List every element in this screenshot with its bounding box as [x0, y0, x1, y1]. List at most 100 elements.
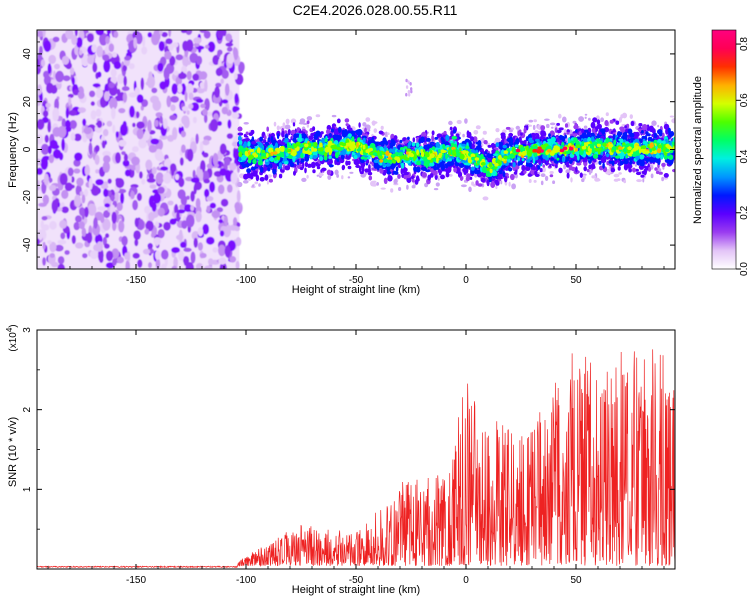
- ridge-cell: [508, 132, 514, 137]
- noise-blob: [203, 178, 211, 184]
- noise-blob: [202, 152, 209, 158]
- ridge-cell: [346, 150, 351, 154]
- ridge-cell: [385, 141, 389, 146]
- ridge-cell: [592, 117, 598, 123]
- noise-blob: [204, 265, 213, 269]
- ridge-cell: [296, 127, 300, 132]
- noise-blob: [78, 49, 83, 56]
- noise-blob: [155, 172, 164, 185]
- ridge-cell: [243, 138, 248, 143]
- noise-blob: [76, 177, 84, 187]
- noise-blob: [134, 217, 139, 228]
- noise-blob: [94, 154, 100, 165]
- ridge-cell: [305, 138, 308, 144]
- ridge-cell: [420, 136, 425, 143]
- noise-blob: [93, 217, 98, 229]
- ridge-cell: [306, 120, 310, 125]
- noise-blob: [103, 210, 111, 219]
- noise-blob: [120, 192, 125, 204]
- ridge-halo: [472, 183, 477, 187]
- ridge-cell: [373, 162, 379, 169]
- ridge-cell: [431, 134, 434, 142]
- noise-blob: [60, 232, 66, 240]
- ridge-cell: [600, 146, 604, 153]
- ridge-halo: [515, 125, 520, 130]
- ridge-halo: [456, 119, 462, 125]
- noise-blob: [212, 247, 218, 253]
- ridge-cell: [561, 156, 565, 163]
- ridge-cell: [367, 156, 371, 160]
- noise-blob: [132, 146, 139, 153]
- noise-blob: [130, 190, 135, 200]
- noise-blob: [143, 130, 150, 141]
- ridge-cell: [400, 162, 405, 169]
- ridge-cell: [644, 134, 648, 142]
- ridge-halo: [252, 184, 254, 188]
- ridge-cell: [438, 171, 442, 176]
- ridge-cell: [513, 171, 518, 175]
- ridge-cell: [379, 162, 383, 166]
- ridge-cell: [292, 155, 296, 163]
- ridge-cell: [652, 132, 658, 139]
- ridge-cell: [590, 132, 595, 137]
- noise-blob: [220, 198, 229, 207]
- ridge-cell: [284, 161, 289, 165]
- ridge-cell: [514, 156, 517, 162]
- noise-blob: [145, 159, 153, 171]
- ridge-cell: [556, 129, 562, 134]
- noise-blob: [161, 31, 168, 38]
- ridge-halo: [462, 133, 465, 138]
- ridge-cell: [445, 134, 450, 142]
- ridge-cell: [312, 155, 318, 159]
- ridge-cell: [529, 156, 533, 161]
- noise-blob: [212, 54, 220, 66]
- noise-region: [37, 30, 245, 269]
- noise-blob: [222, 30, 227, 37]
- ridge-cell: [335, 151, 340, 157]
- noise-blob: [124, 169, 131, 177]
- ridge-halo: [298, 121, 305, 125]
- ridge-cell: [267, 137, 271, 143]
- ridge-halo: [508, 181, 511, 187]
- ridge-halo: [528, 179, 532, 183]
- noise-blob: [81, 227, 87, 237]
- ridge-halo: [584, 116, 587, 120]
- noise-blob: [96, 120, 103, 128]
- ridge-cell: [524, 166, 531, 171]
- noise-blob: [137, 218, 145, 231]
- noise-blob: [114, 191, 120, 203]
- noise-blob: [90, 110, 97, 120]
- ridge-cell: [523, 127, 527, 134]
- noise-blob: [121, 235, 128, 246]
- ridge-cell: [526, 158, 531, 163]
- noise-blob: [229, 255, 237, 263]
- ridge-cell: [558, 127, 564, 131]
- noise-blob: [206, 205, 211, 213]
- ridge-cell: [436, 162, 442, 168]
- noise-blob: [132, 252, 140, 259]
- noise-blob: [136, 128, 144, 140]
- ridge-cell: [450, 130, 454, 137]
- noise-blob: [169, 218, 177, 225]
- ridge-cell: [449, 126, 453, 131]
- ridge-cell: [341, 165, 345, 171]
- ridge-cell: [277, 139, 282, 145]
- ridge-cell: [610, 167, 616, 173]
- ridge-cell: [359, 171, 364, 175]
- noise-blob: [155, 250, 161, 260]
- ridge-cell: [430, 167, 434, 174]
- noise-blob: [172, 127, 178, 140]
- ridge-halo: [629, 114, 633, 119]
- ridge-halo: [266, 180, 269, 185]
- noise-blob: [42, 241, 46, 250]
- noise-blob: [236, 190, 241, 203]
- ridge-cell: [425, 137, 431, 142]
- ridge-cell: [542, 132, 547, 137]
- noise-blob: [57, 239, 67, 245]
- ridge-cell: [304, 167, 307, 174]
- ridge-cell: [579, 172, 583, 178]
- ridge-cell: [490, 181, 496, 188]
- noise-blob: [90, 101, 95, 106]
- ridge-cell: [278, 162, 283, 168]
- ridge-cell: [667, 127, 671, 134]
